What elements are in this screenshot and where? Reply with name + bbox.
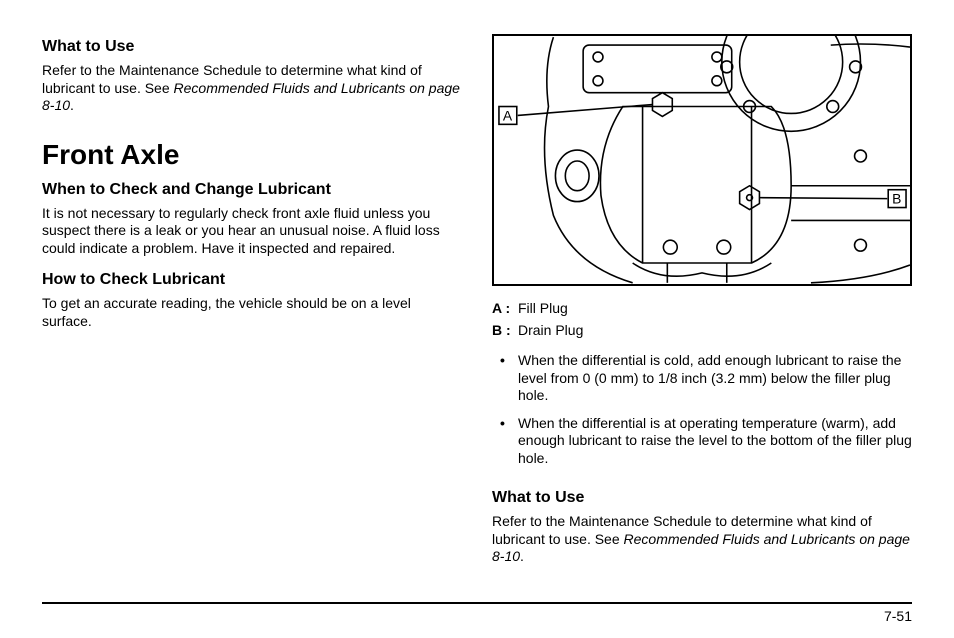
para-how-check: To get an accurate reading, the vehicle … xyxy=(42,295,462,330)
legend: A : Fill Plug B : Drain Plug xyxy=(492,300,912,344)
heading-front-axle: Front Axle xyxy=(42,139,462,171)
bullet-cold: When the differential is cold, add enoug… xyxy=(492,352,912,405)
legend-key-b: B : xyxy=(492,322,518,338)
text: . xyxy=(520,548,524,564)
text: . xyxy=(70,97,74,113)
para-what-to-use-1: Refer to the Maintenance Schedule to det… xyxy=(42,62,462,115)
legend-val-a: Fill Plug xyxy=(518,300,568,316)
right-column: A B A : Fill Plug B : Drain Plug When th… xyxy=(492,34,912,594)
legend-row-a: A : Fill Plug xyxy=(492,300,912,316)
left-column: What to Use Refer to the Maintenance Sch… xyxy=(42,34,462,594)
page-number: 7-51 xyxy=(884,608,912,624)
callout-b-label: B xyxy=(892,191,901,207)
heading-what-to-use-1: What to Use xyxy=(42,38,462,56)
figure-front-axle: A B xyxy=(492,34,912,286)
callout-a-label: A xyxy=(503,107,513,123)
page-body: What to Use Refer to the Maintenance Sch… xyxy=(42,34,912,594)
axle-diagram-svg: A B xyxy=(494,36,910,284)
para-what-to-use-2: Refer to the Maintenance Schedule to det… xyxy=(492,513,912,566)
page-footer: 7-51 xyxy=(42,602,912,624)
bullet-list: When the differential is cold, add enoug… xyxy=(492,352,912,477)
legend-val-b: Drain Plug xyxy=(518,322,583,338)
legend-key-a: A : xyxy=(492,300,518,316)
heading-when-check: When to Check and Change Lubricant xyxy=(42,181,462,199)
heading-how-check: How to Check Lubricant xyxy=(42,271,462,289)
bullet-warm: When the differential is at operating te… xyxy=(492,415,912,468)
heading-what-to-use-2: What to Use xyxy=(492,489,912,507)
para-when-check: It is not necessary to regularly check f… xyxy=(42,205,462,258)
legend-row-b: B : Drain Plug xyxy=(492,322,912,338)
